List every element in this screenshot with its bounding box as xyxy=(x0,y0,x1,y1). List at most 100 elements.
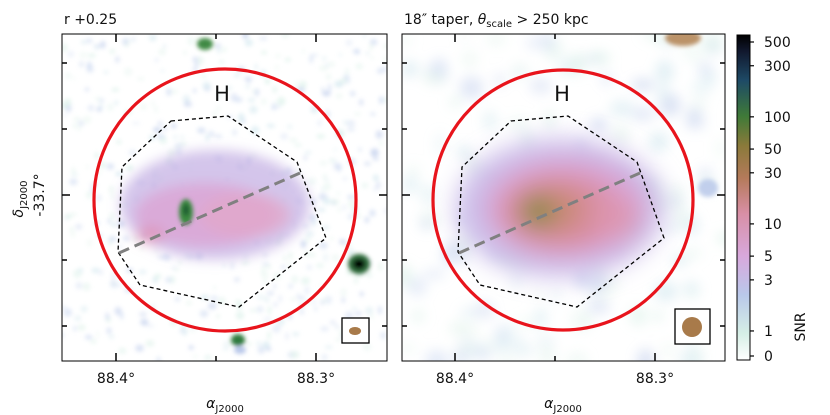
colorbar-tick-label-300: 300 xyxy=(764,59,791,75)
noise-speckle xyxy=(361,182,369,189)
noise-speckle xyxy=(285,332,289,341)
noise-speckle xyxy=(233,276,240,283)
noise-speckle xyxy=(287,124,293,130)
noise-speckle xyxy=(114,306,122,316)
noise-speckle xyxy=(655,60,674,83)
right-xtick-88.4: 88.4° xyxy=(436,371,474,387)
noise-speckle xyxy=(114,100,119,105)
noise-speckle xyxy=(329,236,334,241)
noise-speckle xyxy=(379,140,384,147)
noise-speckle xyxy=(335,337,341,342)
noise-speckle xyxy=(139,311,147,317)
noise-speckle xyxy=(586,299,611,315)
noise-speckle xyxy=(75,223,83,230)
right-xlabel-alpha: α xyxy=(544,396,554,412)
right-panel: 18″ taper, θscale > 250 kpc xyxy=(401,12,726,415)
noise-speckle xyxy=(110,222,118,227)
noise-speckle xyxy=(636,348,655,361)
noise-speckle xyxy=(154,105,159,114)
noise-speckle xyxy=(100,40,106,49)
noise-speckle xyxy=(241,34,248,38)
noise-speckle xyxy=(230,261,234,271)
noise-speckle xyxy=(329,158,334,163)
noise-speckle xyxy=(459,307,478,319)
noise-speckle xyxy=(289,138,298,143)
noise-speckle xyxy=(187,36,195,46)
noise-speckle xyxy=(276,104,281,109)
noise-speckle xyxy=(631,79,655,91)
noise-speckle xyxy=(362,344,369,348)
noise-speckle xyxy=(331,199,336,206)
noise-speckle xyxy=(218,59,225,64)
left-compact-sources xyxy=(179,38,370,354)
noise-speckle xyxy=(302,48,305,54)
noise-speckle xyxy=(267,331,271,340)
noise-speckle xyxy=(262,252,268,258)
noise-speckle xyxy=(641,34,665,40)
noise-speckle xyxy=(382,56,387,61)
noise-speckle xyxy=(249,308,258,313)
noise-speckle xyxy=(115,56,120,63)
noise-speckle xyxy=(109,48,116,55)
noise-speckle xyxy=(156,356,161,361)
noise-speckle xyxy=(290,297,296,301)
noise-speckle xyxy=(108,185,114,194)
noise-speckle xyxy=(378,96,384,105)
noise-speckle xyxy=(205,133,210,142)
noise-speckle xyxy=(245,342,253,346)
noise-speckle xyxy=(222,263,226,268)
noise-speckle xyxy=(539,347,555,361)
noise-speckle xyxy=(539,34,554,51)
noise-speckle xyxy=(581,54,603,65)
noise-speckle xyxy=(345,39,353,47)
noise-speckle xyxy=(569,308,592,333)
noise-speckle xyxy=(234,97,243,103)
noise-speckle xyxy=(86,38,93,44)
noise-speckle xyxy=(691,79,712,97)
noise-speckle xyxy=(380,331,386,340)
noise-speckle xyxy=(62,333,65,338)
noise-speckle xyxy=(339,78,348,84)
noise-speckle xyxy=(590,117,608,132)
noise-speckle xyxy=(406,164,421,177)
colorbar-tick-label-500: 500 xyxy=(764,35,791,51)
noise-speckle xyxy=(233,73,241,78)
noise-speckle xyxy=(119,243,122,249)
noise-speckle xyxy=(383,65,387,73)
noise-speckle xyxy=(679,347,702,361)
noise-speckle xyxy=(263,277,267,286)
noise-speckle xyxy=(210,295,218,302)
noise-speckle xyxy=(536,335,555,349)
noise-speckle xyxy=(192,56,199,62)
noise-speckle xyxy=(282,255,287,262)
noise-speckle xyxy=(145,324,155,328)
noise-speckle xyxy=(457,144,472,160)
noise-speckle xyxy=(344,67,350,77)
colorbar: 0 1 3 5 10 30 50 100 300 500 SNR xyxy=(736,34,809,365)
noise-speckle xyxy=(129,38,133,42)
noise-speckle xyxy=(107,219,111,224)
noise-speckle xyxy=(262,262,270,266)
noise-speckle xyxy=(71,173,79,177)
noise-speckle xyxy=(221,46,228,53)
noise-speckle xyxy=(170,123,177,129)
noise-speckle xyxy=(132,36,136,42)
noise-speckle xyxy=(323,173,327,181)
noise-speckle xyxy=(244,38,253,47)
noise-speckle xyxy=(260,98,267,106)
noise-speckle xyxy=(473,346,493,361)
noise-speckle xyxy=(131,121,141,125)
right-title-post: > 250 kpc xyxy=(512,12,589,28)
noise-speckle xyxy=(288,284,293,289)
noise-speckle xyxy=(342,204,347,211)
noise-speckle xyxy=(95,330,100,339)
noise-speckle xyxy=(566,352,588,361)
noise-speckle xyxy=(272,86,277,94)
noise-speckle xyxy=(354,112,361,116)
noise-speckle xyxy=(258,36,268,41)
noise-speckle xyxy=(188,329,197,333)
noise-speckle xyxy=(306,264,313,271)
left-xtick-88.3: 88.3° xyxy=(297,371,335,387)
noise-speckle xyxy=(170,89,179,94)
noise-speckle xyxy=(236,301,242,310)
